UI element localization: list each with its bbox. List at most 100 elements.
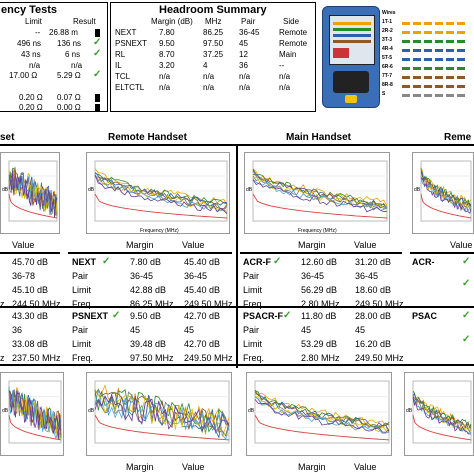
graph-top-left-partial: dB [0, 152, 60, 234]
table-row-label: z [0, 353, 5, 363]
table-cell-value: 18.60 dB [355, 285, 392, 295]
check-icon: ✓ [283, 310, 292, 321]
headroom-cell-name: ELTCTL [115, 83, 145, 92]
wiremap-pin-label: 6R-6 [382, 64, 393, 70]
headroom-cell-side: Remote [279, 39, 308, 48]
graph-bottom-left-partial: dB [0, 372, 64, 456]
check-icon: ✓ [462, 278, 471, 289]
table-cell-value: 45.40 dB [184, 285, 221, 295]
table-cell-value: 249.50 MHz [184, 299, 233, 309]
col-value-left: Value [12, 240, 35, 250]
graph-limit-line [412, 414, 472, 441]
wiremap-pair-line [402, 49, 468, 52]
latency-row-1-result: 136 ns [57, 39, 82, 48]
graph-trace [8, 171, 58, 219]
graph-y-label: dB [406, 408, 413, 414]
wiremap-pair-line [402, 76, 468, 79]
headroom-cell-mhz: n/a [203, 83, 215, 92]
table-cell-margin: 39.48 dB [130, 339, 167, 349]
info-icon[interactable] [95, 94, 100, 102]
section-right-partial-title: Reme [444, 132, 472, 143]
info-icon[interactable] [95, 29, 100, 37]
table-row-label: Limit [243, 339, 263, 349]
graph-y-label: dB [88, 187, 95, 193]
table-separator [0, 306, 474, 308]
latency-col-result: Result [73, 17, 96, 26]
graph-y-label: dB [2, 187, 9, 193]
headroom-col-side: Side [283, 17, 300, 26]
headroom-cell-name: RL [115, 50, 126, 59]
bottom-col-margin-2: Margin [298, 462, 326, 472]
table-row-label: Limit [72, 285, 92, 295]
graph-trace [252, 178, 388, 211]
headroom-cell-pair: n/a [239, 72, 251, 81]
headroom-cell-margin: n/a [159, 83, 171, 92]
table-rule [410, 252, 474, 254]
graph-limit-line [252, 193, 388, 219]
headroom-cell-margin: 3.20 [159, 61, 175, 70]
wiremap-pair-line [402, 40, 468, 43]
graph-psnext-remote: dB [86, 372, 232, 456]
latency-row-5-label: 0.20 Ω [19, 93, 43, 102]
headroom-cell-pair: 36-45 [239, 28, 260, 37]
col-margin-next: Margin [126, 240, 154, 250]
table-cell-value: 45.40 dB [184, 257, 221, 267]
table-cell-margin: 42.88 dB [130, 285, 167, 295]
graph-acrf-main: dB [244, 152, 390, 234]
wiremap-pin-label: 3T-3 [382, 37, 393, 43]
table-row-label: Limit [72, 339, 92, 349]
device-keypad [333, 71, 369, 93]
table-cell-margin: 36-45 [301, 271, 325, 281]
table-right-partial-top-title: ACR- [412, 257, 435, 267]
table-cell-margin: 2.80 MHz [301, 353, 340, 363]
graph-trace [420, 176, 472, 213]
table-cell-value: 45.70 dB [12, 257, 49, 267]
bottom-col-margin-1: Margin [126, 462, 154, 472]
latency-row-0-limit: -- [35, 28, 41, 37]
wiremap-pair-line [402, 22, 468, 25]
headroom-cell-name: IL [115, 61, 122, 70]
table-cell-value: 237.50 MHz [12, 353, 61, 363]
bottom-col-value-1: Value [182, 462, 205, 472]
col-margin-acrf: Margin [298, 240, 326, 250]
headroom-cell-mhz: n/a [203, 72, 215, 81]
table-rule [240, 252, 402, 254]
graph-trace [94, 172, 228, 207]
graph-bottom-right-partial: dB [404, 372, 474, 456]
graph-trace [94, 391, 230, 434]
table-title: ACR-F [243, 257, 271, 267]
headroom-cell-name: TCL [115, 72, 131, 81]
graph-trace [94, 389, 230, 434]
headroom-cell-side: n/a [279, 72, 291, 81]
graph-y-label: dB [88, 408, 95, 414]
graph-trace [252, 169, 388, 209]
graph-trace [8, 390, 62, 440]
latency-col-limit: Limit [25, 17, 42, 26]
table-cell-margin: 53.29 dB [301, 339, 338, 349]
headroom-cell-side: Remote [279, 28, 308, 37]
wiremap-pin-label: 1T-1 [382, 19, 393, 25]
latency-row-3-result: n/a [71, 61, 83, 70]
latency-row-5-result: 0.07 Ω [57, 93, 81, 102]
headroom-cell-side: Main [279, 50, 297, 59]
headroom-cell-pair: n/a [239, 83, 251, 92]
graph-x-label: Frequency (MHz) [298, 228, 337, 234]
headroom-cell-margin: 7.80 [159, 28, 175, 37]
table-row-label: Limit [243, 285, 263, 295]
check-icon: ✓ [93, 48, 102, 59]
table-cell-value: 28.00 dB [355, 311, 392, 321]
headroom-cell-mhz: 97.50 [203, 39, 224, 48]
table-cell-margin: 11.80 dB [301, 311, 337, 321]
headroom-cell-mhz: 37.25 [203, 50, 224, 59]
headroom-col-margin: Margin (dB) [151, 17, 193, 26]
tester-device-image [322, 6, 380, 108]
table-row-label: Freq. [243, 353, 265, 363]
table-cell-value: 36 [12, 325, 23, 335]
section-left-partial-title: set [0, 132, 15, 143]
latency-row-6-label: 0.20 Ω [19, 103, 43, 112]
graph-psacrf-main: dB [246, 372, 392, 456]
wiremap-pair-line [402, 58, 468, 61]
table-cell-value: 42.70 dB [184, 339, 221, 349]
table-cell-value: 33.08 dB [12, 339, 49, 349]
info-icon[interactable] [95, 104, 100, 112]
